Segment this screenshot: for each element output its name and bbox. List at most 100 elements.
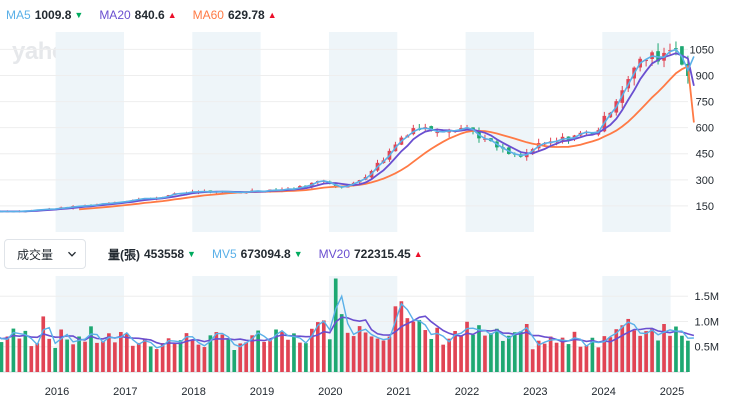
year-band [602, 276, 671, 372]
volume-bar [405, 318, 410, 372]
volume-bar [226, 339, 231, 372]
volume-bar [471, 334, 475, 372]
volume-bar [321, 320, 326, 372]
volume-bar [190, 340, 195, 372]
price-tick-label: 450 [696, 149, 714, 161]
x-tick-label: 2023 [523, 386, 547, 398]
volume-bar [441, 344, 446, 372]
volume-bar [554, 342, 559, 372]
volume-tick-label: 0.5M [695, 342, 719, 354]
year-band [192, 32, 261, 232]
volume-bar [644, 331, 648, 372]
volume-bar [238, 343, 243, 372]
volume-bar [506, 335, 511, 372]
legend-volume-label: 量(張) [108, 247, 140, 262]
legend-ma60-label: MA60 [192, 8, 224, 22]
volume-bar [668, 335, 672, 372]
volume-bar [357, 326, 362, 372]
volume-bar [345, 332, 350, 372]
price-tick-label: 1050 [690, 44, 714, 56]
volume-bar [286, 339, 290, 372]
volume-bar [262, 341, 266, 372]
volume-bar [202, 347, 207, 372]
ma5-line [0, 48, 695, 213]
volume-bar [524, 324, 529, 372]
ma60-line [79, 65, 695, 211]
volume-bar [602, 336, 607, 372]
volume-bar [435, 327, 440, 372]
volume-bar [53, 347, 58, 372]
volume-bar [65, 339, 69, 372]
volume-bar [548, 336, 553, 372]
x-tick-label: 2024 [591, 386, 615, 398]
volume-bar [650, 329, 654, 372]
up-arrow-icon: ▲ [267, 10, 277, 20]
volume-bar [244, 342, 249, 372]
candle-body [674, 48, 678, 50]
x-tick-label: 2021 [386, 386, 410, 398]
x-tick-label: 2018 [181, 386, 205, 398]
legend-volume-value: 453558 [144, 247, 185, 261]
volume-bar [632, 330, 637, 372]
volume-bar [566, 344, 571, 372]
volume-bar [101, 341, 105, 372]
volume-bar [11, 328, 16, 372]
indicator-select[interactable]: 成交量 [4, 239, 86, 269]
volume-bar [59, 329, 63, 372]
candle-body [644, 59, 648, 62]
volume-bar [315, 322, 320, 372]
volume-bar [501, 340, 505, 372]
volume-toolbar: 成交量 量(張) 453558 ▼ MV5 673094.8 ▼ MV20 72… [0, 238, 439, 270]
volume-bar [656, 340, 660, 372]
year-band [465, 32, 534, 232]
volume-bar [35, 343, 40, 372]
volume-bar [0, 342, 4, 372]
x-tick-label: 2022 [455, 386, 479, 398]
chevron-down-icon [68, 251, 76, 257]
legend-ma20: MA20 840.6 ▲ [99, 8, 176, 22]
legend-mv5-value: 673094.8 [240, 247, 291, 261]
volume-bar [560, 337, 565, 372]
down-arrow-icon: ▼ [74, 10, 84, 20]
volume-bar [250, 335, 254, 372]
volume-bar [172, 343, 177, 372]
price-tick-label: 900 [696, 70, 714, 82]
legend-ma5-label: MA5 [6, 8, 31, 22]
up-arrow-icon: ▲ [167, 10, 177, 20]
x-tick-label: 2025 [660, 386, 684, 398]
volume-bar [584, 345, 589, 372]
volume-bar [542, 343, 547, 372]
legend-ma5-value: 1009.8 [34, 8, 72, 22]
volume-legend: 量(張) 453558 ▼ MV5 673094.8 ▼ MV20 722315… [108, 246, 439, 263]
volume-bar [47, 338, 52, 372]
volume-bar [578, 346, 583, 372]
indicator-select-label: 成交量 [17, 247, 54, 262]
up-arrow-icon: ▲ [413, 249, 423, 259]
mv5-line [0, 294, 694, 349]
volume-bar [214, 332, 219, 372]
volume-bar [107, 333, 111, 372]
x-tick-label: 2016 [45, 386, 69, 398]
x-tick-label: 2017 [113, 386, 137, 398]
volume-bar [220, 334, 225, 372]
volume-bar [626, 318, 631, 372]
legend-ma60: MA60 629.78 ▲ [193, 8, 277, 22]
volume-tick-label: 1.5M [695, 291, 719, 303]
volume-bar [369, 336, 374, 372]
volume-bar [268, 340, 272, 372]
volume-bar [232, 350, 237, 372]
volume-bar [477, 325, 481, 372]
volume-bar [208, 335, 213, 372]
volume-bar [154, 349, 159, 372]
volume-bar [304, 343, 308, 372]
volume-bar [429, 338, 434, 372]
volume-bar [339, 314, 344, 372]
volume-bar [680, 335, 684, 372]
volume-bar [351, 336, 356, 372]
down-arrow-icon: ▼ [187, 249, 196, 259]
x-tick-label: 2019 [250, 386, 274, 398]
volume-bar [5, 336, 10, 372]
volume-bar [495, 328, 499, 372]
legend-volume: 量(張) 453558 ▼ [108, 246, 196, 263]
volume-bar [178, 340, 183, 372]
